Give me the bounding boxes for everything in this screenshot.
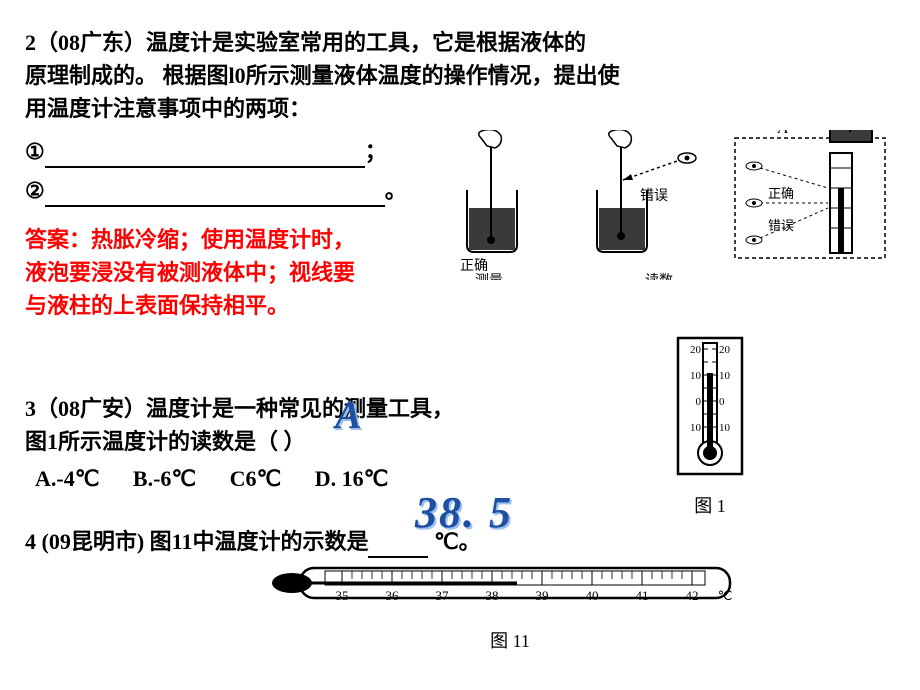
svg-text:35: 35 xyxy=(336,588,349,603)
fig10-reading: 读数 xyxy=(645,272,673,280)
svg-text:0: 0 xyxy=(719,396,725,408)
svg-text:10: 10 xyxy=(690,422,702,434)
svg-text:10: 10 xyxy=(719,370,731,382)
q2-line2: 原理制成的。 根据图l0所示测量液体温度的操作情况，提出使 xyxy=(25,59,895,92)
svg-text:41: 41 xyxy=(636,588,649,603)
svg-text:℃: ℃ xyxy=(718,588,733,603)
svg-text:36: 36 xyxy=(386,588,400,603)
q2-line3: 用温度计注意事项中的两项： xyxy=(25,92,895,125)
svg-text:0: 0 xyxy=(696,396,702,408)
fig1-caption: 图 1 xyxy=(675,493,745,520)
fig10-correct1: 正确 xyxy=(460,258,488,274)
fig10-correct2: 正确 xyxy=(768,186,794,201)
blank2-line xyxy=(45,181,385,207)
q4-pre: 4 (09昆明市) 图11中温度计的示数是 xyxy=(25,529,368,554)
fig10-wrong1: 错误 xyxy=(640,188,668,204)
svg-text:38: 38 xyxy=(486,588,499,603)
svg-text:42: 42 xyxy=(686,588,699,603)
fig10-measure: 测量 xyxy=(475,273,503,280)
svg-text:10: 10 xyxy=(719,422,731,434)
blank2-label: ② xyxy=(25,178,45,203)
q4-answer: 38. 5 xyxy=(415,480,513,546)
q3-line1: 3（08广安）温度计是一种常见的测量工具， xyxy=(25,392,895,425)
fig11-caption: 图 11 xyxy=(270,628,750,655)
q3-opt-b: B.-6℃ xyxy=(133,466,196,491)
svg-text:40: 40 xyxy=(586,588,599,603)
q3-answer-mark: A xyxy=(335,385,362,445)
q3-opt-d: D. 16℃ xyxy=(315,466,389,491)
fig10-wrong2: 错误 xyxy=(768,218,794,233)
blank2-suffix: 。 xyxy=(385,178,407,203)
svg-text:39: 39 xyxy=(536,588,549,603)
blank1-line xyxy=(45,142,365,168)
svg-text:20: 20 xyxy=(719,344,731,356)
q2-line1: 2（08广东）温度计是实验室常用的工具，它是根据液体的 xyxy=(25,26,895,59)
svg-text:10: 10 xyxy=(690,370,702,382)
q3-opt-a: A.-4℃ xyxy=(35,466,99,491)
svg-text:37: 37 xyxy=(436,588,450,603)
svg-text:A: A xyxy=(777,130,788,137)
figure-11: 35 36 37 38 39 40 41 42 ℃ xyxy=(270,560,750,655)
svg-text:20: 20 xyxy=(690,344,702,356)
blank1-label: ① xyxy=(25,139,45,164)
q2-answer-l3: 与液柱的上表面保持相平。 xyxy=(25,289,895,322)
figure-10: 正确 测量 错误 读数 图 10 A xyxy=(450,130,890,289)
figure-1: 20 10 0 10 20 10 0 10 图 1 xyxy=(675,335,745,520)
blank1-suffix: ； xyxy=(365,139,387,164)
q3-line2: 图1所示温度计的读数是（ ） xyxy=(25,425,895,458)
q3-opt-c: C6℃ xyxy=(230,466,282,491)
